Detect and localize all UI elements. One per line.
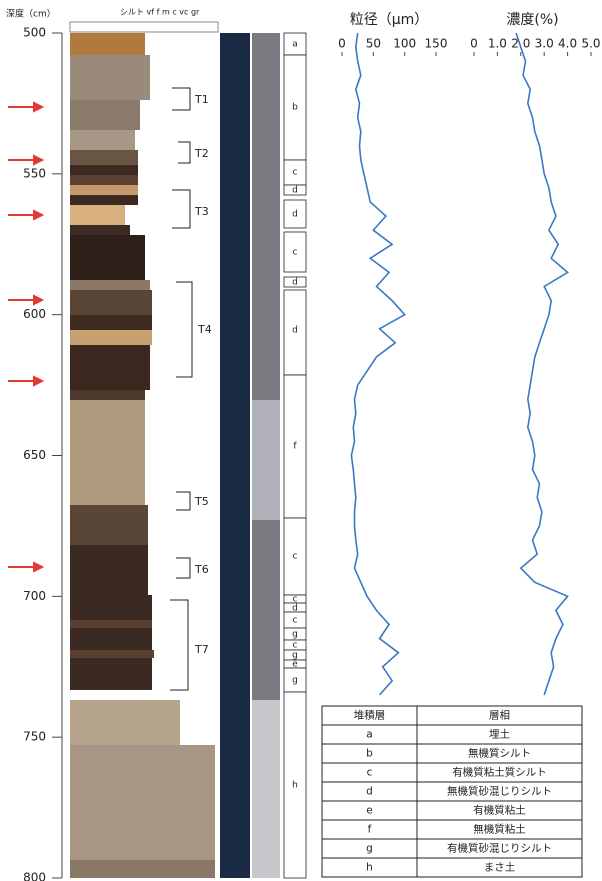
unit-label: c bbox=[293, 616, 298, 626]
table-cell: b bbox=[366, 748, 373, 760]
grain-scale-box bbox=[70, 22, 218, 32]
event-label: T6 bbox=[194, 563, 209, 576]
depth-label: 深度（cm） bbox=[6, 8, 56, 20]
event-label: T4 bbox=[197, 323, 212, 336]
table-cell: まさ土 bbox=[484, 861, 516, 874]
unit-boxes bbox=[284, 33, 306, 878]
table-cell: 無機質砂混じりシルト bbox=[447, 785, 552, 798]
table-cell: d bbox=[366, 786, 373, 798]
unit-label: d bbox=[292, 604, 298, 614]
table-cell: 埋土 bbox=[489, 728, 510, 741]
unit-label: d bbox=[292, 186, 298, 196]
unit-label: d bbox=[292, 210, 298, 220]
chart-title: 粒径（μm） bbox=[350, 12, 429, 28]
chart-title: 濃度(%) bbox=[506, 12, 558, 28]
table-cell: h bbox=[366, 862, 373, 874]
event-label: T7 bbox=[194, 643, 209, 656]
depth-tick-label: 800 bbox=[23, 871, 46, 881]
depth-tick-label: 700 bbox=[23, 589, 46, 603]
grain-scale: シルト vf f m c vc gr bbox=[120, 8, 200, 17]
depth-tick-label: 750 bbox=[23, 730, 46, 744]
x-tick-label: 50 bbox=[366, 37, 381, 51]
table-cell: e bbox=[366, 805, 372, 817]
depth-tick-label: 500 bbox=[23, 26, 46, 40]
depth-tick-label: 650 bbox=[23, 448, 46, 462]
table-cell: a bbox=[366, 729, 372, 741]
x-tick-label: 3.0 bbox=[535, 37, 554, 51]
unit-label: g bbox=[292, 676, 298, 686]
depth-tick-label: 550 bbox=[23, 166, 46, 180]
profile-line bbox=[516, 33, 568, 695]
unit-label: h bbox=[292, 781, 298, 791]
table-cell: 無機質粘土 bbox=[473, 823, 526, 836]
table-cell: f bbox=[368, 824, 372, 836]
x-tick-label: 1.0 bbox=[488, 37, 507, 51]
event-label: T5 bbox=[194, 495, 209, 508]
unit-label: a bbox=[292, 40, 298, 50]
figure: 深度（cm） シルト vf f m c vc gr T1 T2 T3 T4 T5… bbox=[0, 0, 602, 881]
x-tick-label: 0 bbox=[470, 37, 478, 51]
unit-label: c bbox=[293, 641, 298, 651]
core-log bbox=[70, 33, 280, 878]
event-label: T3 bbox=[194, 205, 209, 218]
unit-label: e bbox=[292, 660, 298, 670]
table-cell: 無機質シルト bbox=[468, 747, 531, 760]
depth-tick-label: 600 bbox=[23, 307, 46, 321]
profile-line bbox=[351, 33, 404, 695]
table-cell: c bbox=[367, 767, 373, 779]
table-cell: 有機質粘土質シルト bbox=[452, 766, 547, 779]
x-tick-label: 150 bbox=[425, 37, 448, 51]
unit-label: b bbox=[292, 103, 298, 113]
table-cell: 有機質粘土 bbox=[473, 804, 526, 817]
event-label: T2 bbox=[194, 147, 209, 160]
unit-label: d bbox=[292, 326, 298, 336]
table-header: 層相 bbox=[489, 709, 510, 722]
table-header: 堆積層 bbox=[354, 709, 386, 722]
x-tick-label: 5.0 bbox=[581, 37, 600, 51]
event-label: T1 bbox=[194, 93, 209, 106]
unit-label: c bbox=[293, 552, 298, 562]
x-tick-label: 4.0 bbox=[558, 37, 577, 51]
unit-label: g bbox=[292, 630, 298, 640]
unit-label: c bbox=[293, 248, 298, 258]
event-brackets bbox=[170, 88, 192, 690]
table-cell: 有機質砂混じりシルト bbox=[447, 842, 552, 855]
unit-label: c bbox=[293, 168, 298, 178]
x-tick-label: 100 bbox=[393, 37, 416, 51]
x-tick-label: 0 bbox=[338, 37, 346, 51]
unit-label: d bbox=[292, 278, 298, 288]
table-cell: g bbox=[366, 843, 373, 855]
